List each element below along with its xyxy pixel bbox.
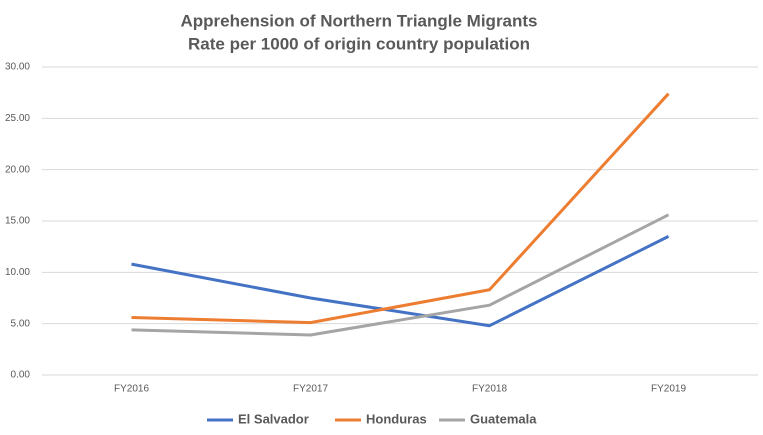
series-line (131, 235, 670, 328)
chart-title: Apprehension of Northern Triangle Migran… (180, 11, 537, 30)
y-tick-label: 30.00 (5, 62, 30, 73)
legend-label: El Salvador (238, 411, 309, 426)
chart-subtitle: Rate per 1000 of origin country populati… (188, 34, 530, 53)
legend-label: Honduras (366, 411, 427, 426)
y-tick-label: 20.00 (5, 164, 30, 175)
y-tick-label: 5.00 (11, 318, 31, 329)
series-line (131, 92, 670, 325)
y-tick-label: 15.00 (5, 216, 30, 227)
y-tick-label: 10.00 (5, 267, 30, 278)
x-tick-label: FY2017 (293, 384, 328, 395)
y-tick-label: 0.00 (11, 370, 31, 381)
x-tick-label: FY2018 (472, 384, 507, 395)
legend-label: Guatemala (470, 411, 537, 426)
x-tick-label: FY2019 (651, 384, 686, 395)
series-line (131, 213, 670, 337)
y-tick-label: 25.00 (5, 113, 30, 124)
x-tick-label: FY2016 (114, 384, 149, 395)
